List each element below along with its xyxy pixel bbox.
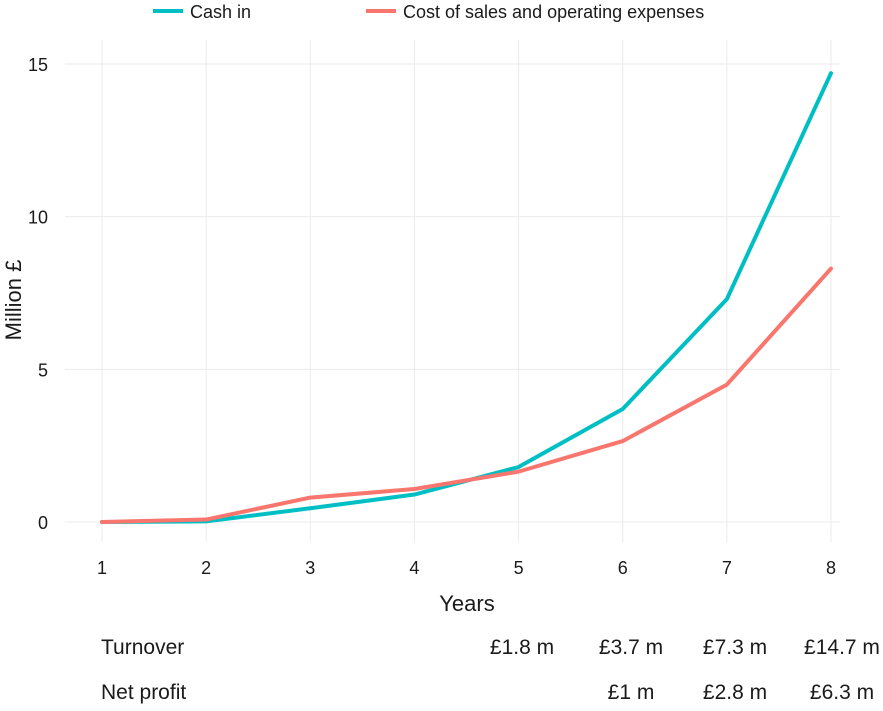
line-chart: 0 5 10 15 1 2 3 4 5 6 7 8 Cash in Cost of sales and… <box>0 0 883 625</box>
table-cell: £1.8 m <box>477 636 567 660</box>
table-cell: £14.7 m <box>797 636 883 660</box>
x-tick-labels: 1 2 3 4 5 6 7 8 <box>97 558 836 578</box>
table-cell: £2.8 m <box>690 681 780 705</box>
x-tick-label: 4 <box>409 558 419 578</box>
table-row: Turnover £1.8 m £3.7 m £7.3 m £14.7 m <box>0 636 883 666</box>
row-label: Net profit <box>101 681 186 705</box>
legend-item: Cost of sales and operating expenses <box>366 2 704 22</box>
y-axis-title: Million £ <box>1 260 26 341</box>
x-axis-title: Years <box>439 591 494 616</box>
legend: Cash in Cost of sales and operating expen… <box>153 2 704 22</box>
table-cell: £1 m <box>586 681 676 705</box>
x-tick-label: 3 <box>305 558 315 578</box>
table-cell: £7.3 m <box>690 636 780 660</box>
legend-label: Cost of sales and operating expenses <box>403 2 704 22</box>
x-tick-label: 2 <box>201 558 211 578</box>
table-cell: £6.3 m <box>797 681 883 705</box>
x-tick-label: 1 <box>97 558 107 578</box>
series-lines <box>102 73 831 522</box>
legend-item: Cash in <box>153 2 251 22</box>
series-line-1 <box>102 73 831 522</box>
grid <box>65 40 840 542</box>
table-row: Net profit £1 m £2.8 m £6.3 m <box>0 681 883 711</box>
row-label: Turnover <box>101 636 184 660</box>
x-tick-label: 6 <box>618 558 628 578</box>
y-tick-label: 10 <box>28 208 48 228</box>
y-tick-label: 15 <box>28 55 48 75</box>
x-tick-label: 7 <box>722 558 732 578</box>
x-tick-label: 8 <box>826 558 836 578</box>
legend-label: Cash in <box>190 2 251 22</box>
table-cell: £3.7 m <box>586 636 676 660</box>
y-tick-labels: 0 5 10 15 <box>28 55 48 533</box>
y-tick-label: 0 <box>38 513 48 533</box>
x-tick-label: 5 <box>514 558 524 578</box>
y-tick-label: 5 <box>38 360 48 380</box>
